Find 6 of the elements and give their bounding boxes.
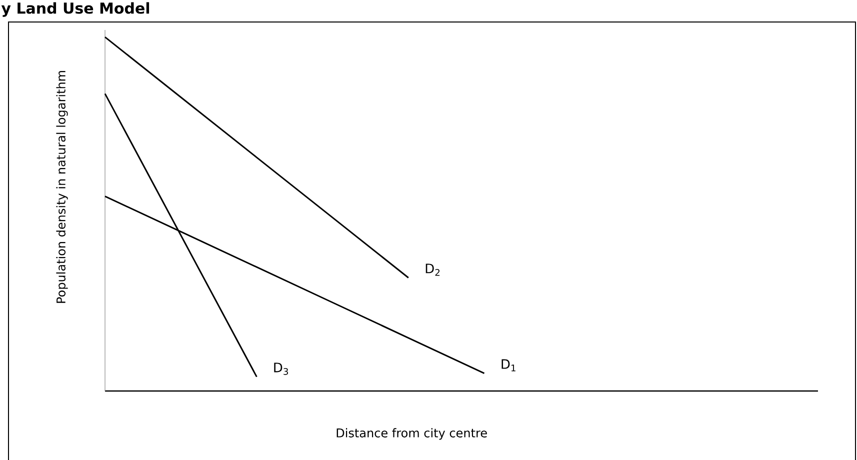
series-label: D$_{3}$ xyxy=(274,362,288,375)
series-label: D$_{1}$ xyxy=(502,359,516,372)
y-axis-title: Population density in natural logarithm xyxy=(56,70,68,303)
series-label: D$_{2}$ xyxy=(426,264,440,276)
x-axis-title: Distance from city centre xyxy=(336,428,487,440)
chart-title: y Land Use Model xyxy=(1,2,150,17)
